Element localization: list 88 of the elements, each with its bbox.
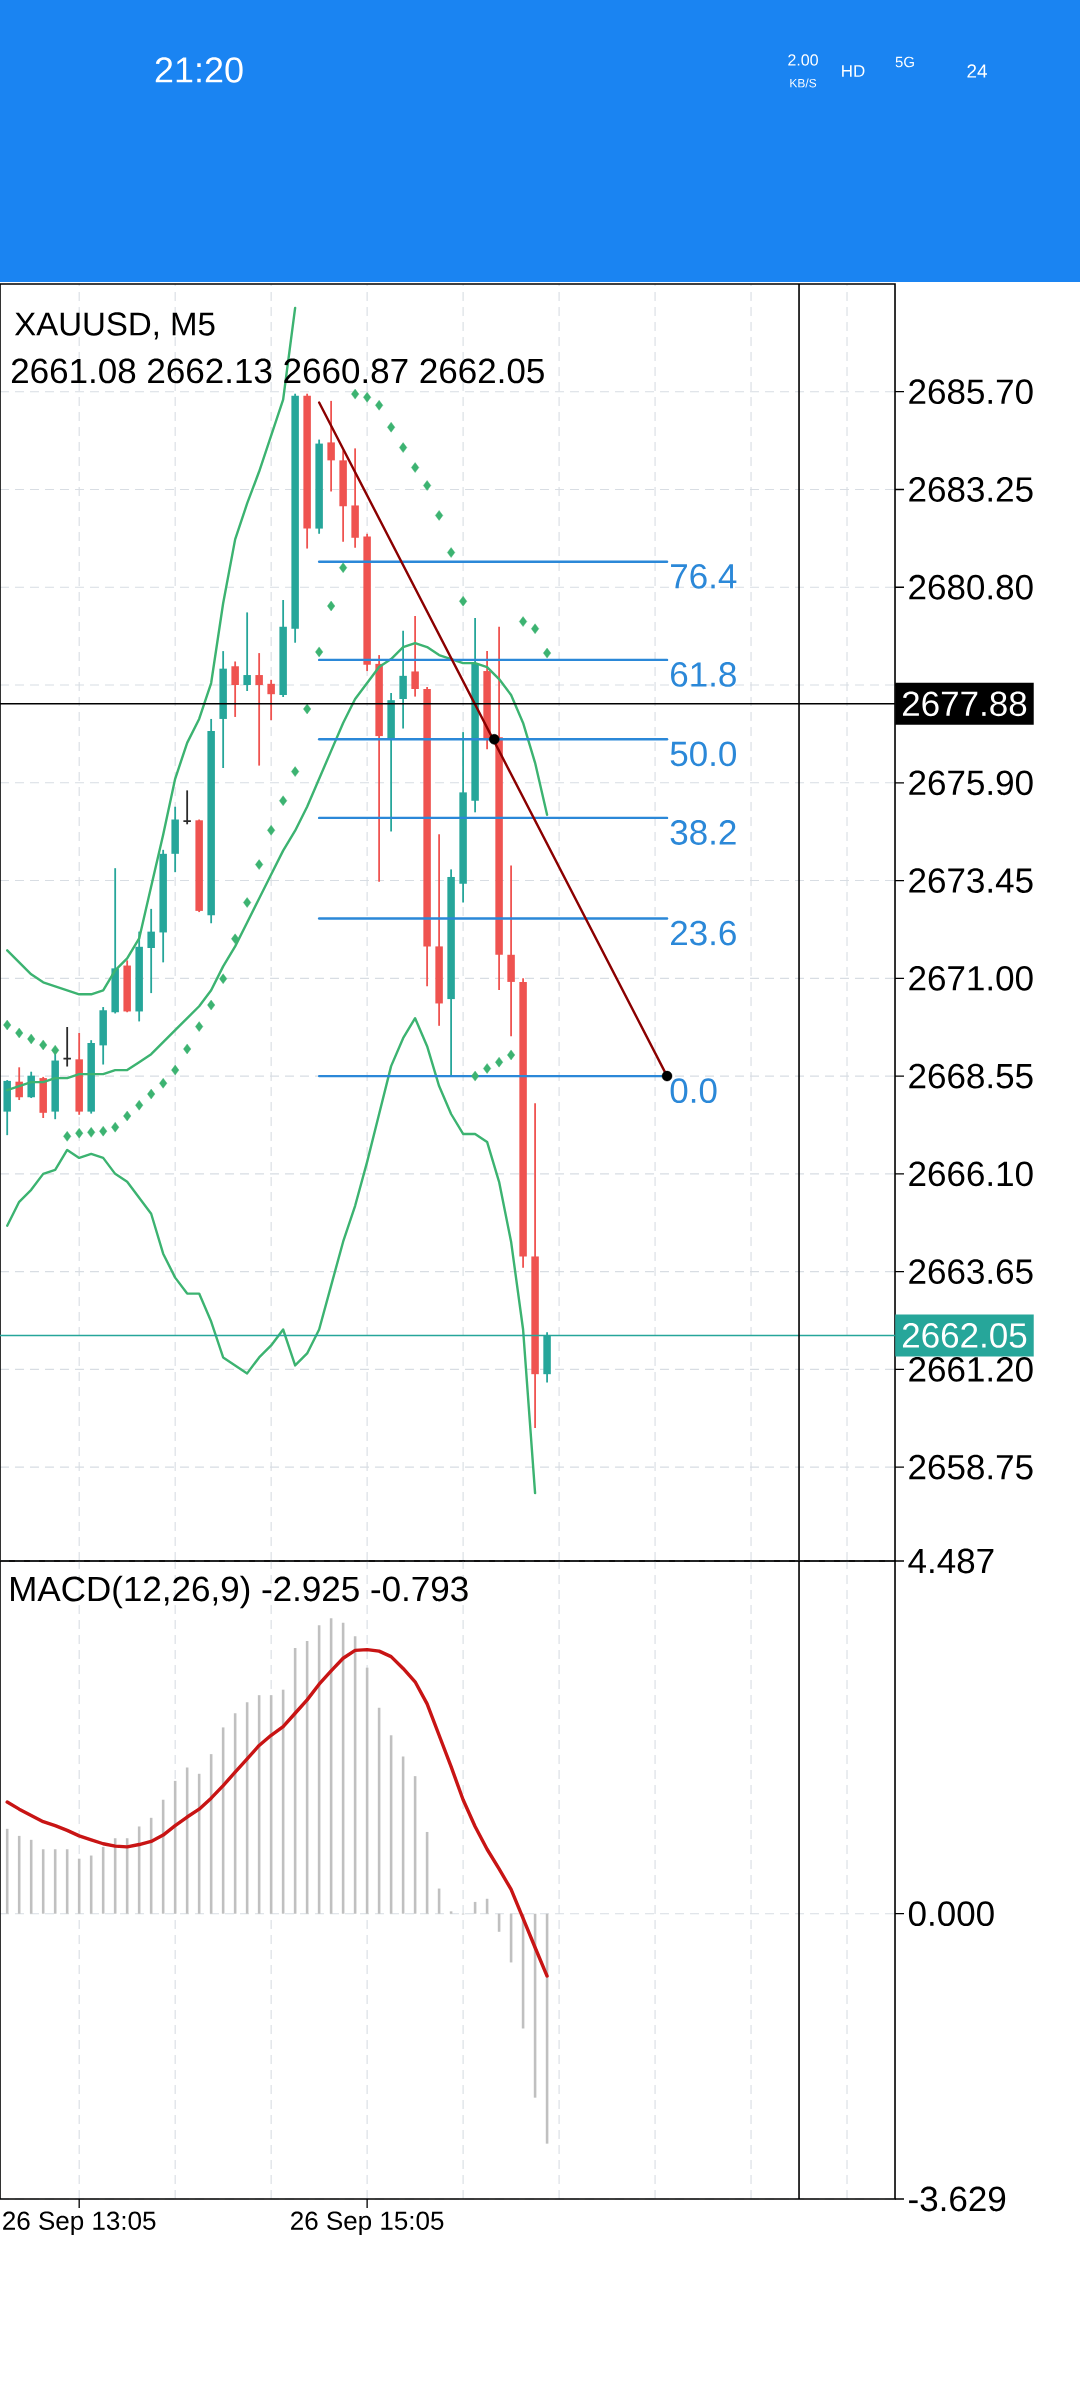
- text: 5G: [895, 56, 914, 68]
- point: [459, 596, 468, 607]
- candlestick: [327, 400, 335, 493]
- point: [183, 1043, 192, 1055]
- point: [387, 422, 396, 433]
- text: 2.00: [788, 54, 818, 66]
- point: [315, 646, 324, 658]
- y-tick-label: 2661.20: [909, 1357, 1033, 1382]
- text: 21:20: [155, 57, 243, 83]
- candlestick: [411, 615, 419, 698]
- y-tick-label: 4.487: [908, 1548, 994, 1574]
- point: [291, 766, 300, 777]
- y-tick-label: 2671.00: [909, 965, 1033, 991]
- point: [111, 1121, 120, 1133]
- candlestick: [399, 629, 407, 730]
- point: [303, 703, 312, 715]
- ref-line-label: 2662.05: [902, 1323, 1027, 1348]
- y-tick-label: -3.629: [909, 2186, 1006, 2212]
- candlestick: [27, 1070, 35, 1099]
- point: [471, 1070, 480, 1082]
- y-tick-label: 2675.90: [909, 770, 1033, 796]
- chart-title: MACD(12,26,9) -2.925 -0.793: [11, 1575, 468, 1609]
- y-tick-label: 2663.65: [909, 1259, 1033, 1285]
- point: [375, 400, 384, 411]
- point: [543, 647, 552, 659]
- ref-line-label: 2677.88: [902, 691, 1027, 717]
- point: [27, 1033, 36, 1045]
- candlestick: [267, 678, 275, 722]
- point: [399, 442, 408, 453]
- series-label: 76.4: [671, 563, 737, 589]
- text: XAUUSD, M5: [14, 312, 215, 340]
- point: [255, 859, 264, 870]
- point: [147, 1088, 156, 1100]
- point: [3, 1019, 12, 1031]
- point: [87, 1127, 96, 1138]
- point: [519, 616, 528, 627]
- point: [231, 933, 240, 945]
- point: [411, 462, 420, 473]
- y-tick-label: 2683.25: [909, 477, 1033, 502]
- y-tick-label: 2673.45: [909, 868, 1033, 893]
- y-tick-label: 2666.10: [909, 1161, 1033, 1187]
- y-tick-label: 2685.70: [909, 379, 1033, 405]
- point: [243, 897, 252, 908]
- point: [507, 1049, 516, 1061]
- point: [363, 392, 372, 403]
- point: [195, 1021, 204, 1032]
- point: [423, 480, 432, 491]
- y-tick-label: 2680.80: [909, 574, 1033, 600]
- point: [15, 1027, 24, 1039]
- point: [279, 795, 288, 806]
- candlestick: [147, 907, 155, 994]
- point: [483, 1063, 492, 1074]
- point: [447, 547, 456, 558]
- series-label: 61.8: [671, 662, 736, 687]
- text: KB/S: [790, 78, 817, 88]
- y-tick-label: 2658.75: [909, 1454, 1033, 1480]
- point: [51, 1044, 60, 1056]
- point: [435, 510, 444, 521]
- candlestick: [231, 660, 239, 718]
- point: [207, 999, 216, 1011]
- text: 24: [967, 64, 988, 78]
- y-tick-label: 2668.55: [909, 1063, 1033, 1089]
- point: [63, 1131, 72, 1142]
- point: [327, 600, 336, 612]
- candlestick: [255, 652, 263, 767]
- bar: [449, 1911, 453, 1914]
- series-label: 0.0: [670, 1078, 717, 1104]
- candlestick: [243, 611, 251, 692]
- point: [531, 623, 540, 634]
- point: [267, 825, 276, 836]
- y-tick-label: 0.000: [908, 1901, 994, 1927]
- point: [99, 1125, 108, 1137]
- point: [495, 1056, 504, 1068]
- point: [351, 388, 360, 400]
- series-label: 50.0: [670, 741, 737, 767]
- point: [159, 1078, 168, 1089]
- point: [135, 1100, 144, 1111]
- point: [39, 1039, 48, 1051]
- point: [171, 1064, 180, 1076]
- series-label: 38.2: [670, 820, 736, 845]
- point: [219, 973, 228, 984]
- x-tick-label: 26 Sep 15:05: [291, 2211, 444, 2236]
- series-label: 23.6: [671, 920, 736, 946]
- x-tick-label: 26 Sep 13:05: [3, 2211, 156, 2236]
- point: [339, 562, 348, 573]
- point: [75, 1127, 84, 1139]
- point: [123, 1110, 132, 1122]
- text: HD: [842, 65, 865, 77]
